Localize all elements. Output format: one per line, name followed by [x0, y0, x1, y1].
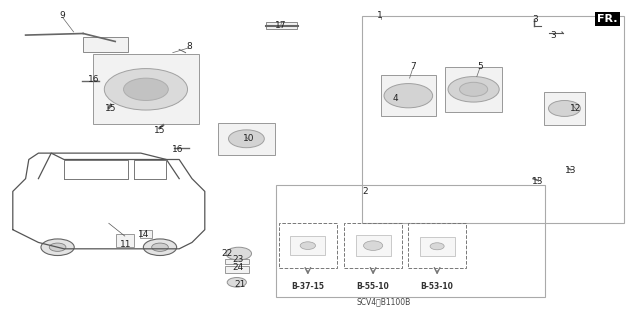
- Text: 9: 9: [60, 11, 65, 20]
- Text: 17: 17: [275, 21, 286, 30]
- Bar: [420, 237, 455, 256]
- Bar: [290, 236, 325, 255]
- Bar: [276, 185, 545, 297]
- Text: 5: 5: [477, 63, 483, 71]
- Circle shape: [226, 247, 252, 260]
- Circle shape: [227, 278, 246, 287]
- Bar: [93, 54, 198, 124]
- Bar: [83, 37, 128, 52]
- Circle shape: [460, 82, 488, 96]
- Bar: [116, 234, 134, 247]
- Text: 16: 16: [88, 75, 100, 84]
- Text: SCV4－B1100B: SCV4－B1100B: [357, 297, 411, 306]
- Text: 8: 8: [186, 42, 191, 51]
- Bar: [362, 16, 624, 223]
- Bar: [279, 223, 337, 268]
- Text: B-37-15: B-37-15: [291, 282, 324, 291]
- Circle shape: [228, 130, 264, 148]
- Text: 16: 16: [172, 145, 184, 154]
- Circle shape: [548, 100, 580, 116]
- Text: 2: 2: [362, 187, 367, 196]
- Circle shape: [300, 242, 316, 249]
- Circle shape: [384, 84, 433, 108]
- Text: B-53-10: B-53-10: [420, 282, 454, 291]
- Text: 15: 15: [154, 126, 166, 135]
- Text: B-55-10: B-55-10: [356, 282, 390, 291]
- Bar: [218, 123, 275, 155]
- Bar: [140, 230, 152, 239]
- Text: 11: 11: [120, 240, 132, 249]
- Text: 12: 12: [570, 104, 582, 113]
- Bar: [344, 223, 402, 268]
- Circle shape: [430, 243, 444, 250]
- Bar: [544, 92, 586, 125]
- Text: 14: 14: [138, 230, 150, 239]
- Circle shape: [104, 69, 188, 110]
- Text: 23: 23: [232, 255, 244, 264]
- Circle shape: [124, 78, 168, 100]
- Text: 3: 3: [532, 15, 538, 24]
- Text: 13: 13: [532, 177, 543, 186]
- Bar: [225, 266, 249, 273]
- Text: 7: 7: [410, 63, 415, 71]
- Circle shape: [364, 241, 383, 250]
- Text: 4: 4: [393, 94, 398, 103]
- Bar: [381, 75, 435, 116]
- Text: 24: 24: [232, 263, 244, 271]
- Circle shape: [49, 243, 66, 251]
- Bar: [445, 67, 502, 112]
- Circle shape: [448, 77, 499, 102]
- Circle shape: [143, 239, 177, 256]
- Text: 22: 22: [221, 249, 233, 258]
- Circle shape: [41, 239, 74, 256]
- Text: 13: 13: [565, 166, 577, 175]
- Circle shape: [152, 243, 168, 251]
- Text: 3: 3: [551, 31, 556, 40]
- Text: 21: 21: [234, 280, 246, 289]
- Bar: [225, 259, 249, 264]
- Text: FR.: FR.: [597, 14, 618, 24]
- Bar: [356, 235, 390, 256]
- Bar: [266, 22, 297, 29]
- Text: 1: 1: [378, 11, 383, 20]
- Bar: [408, 223, 466, 268]
- Text: 15: 15: [105, 104, 116, 113]
- Text: 10: 10: [243, 134, 254, 143]
